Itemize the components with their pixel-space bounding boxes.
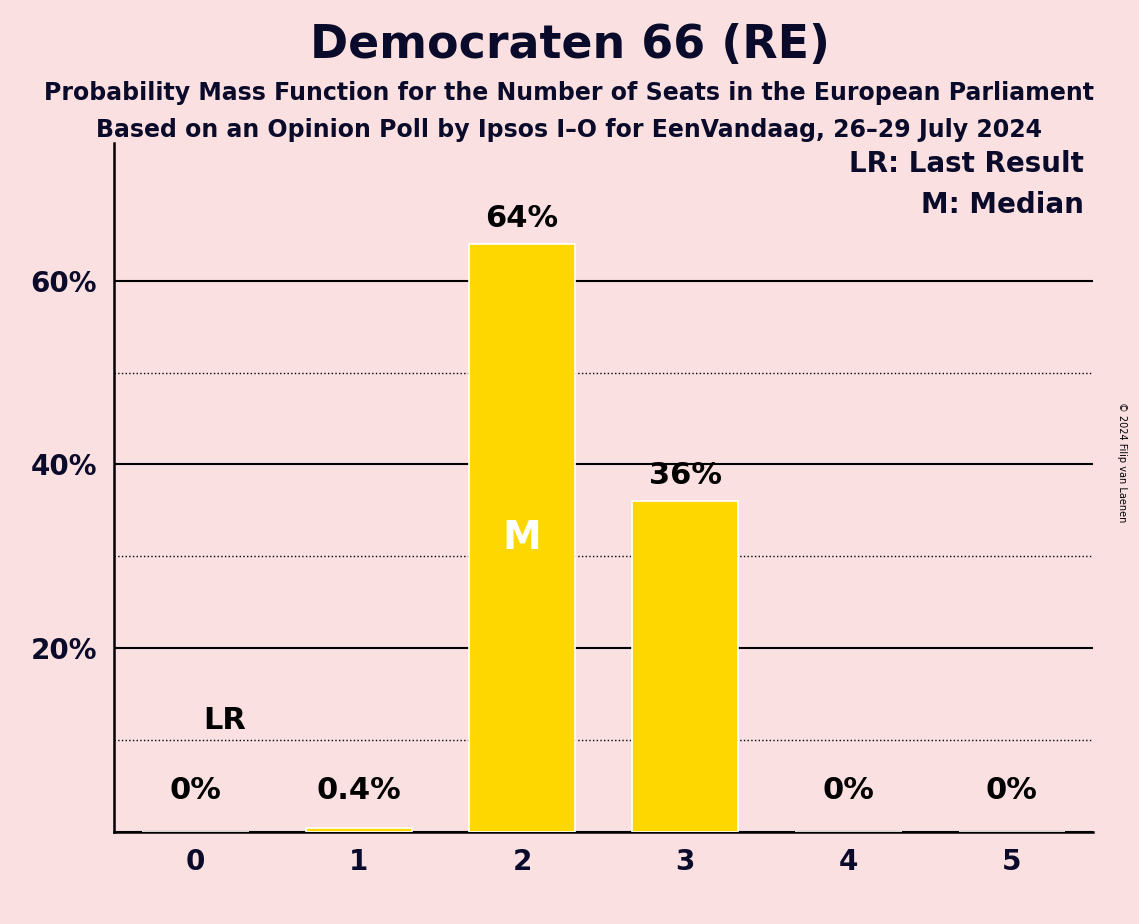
Text: LR: LR [204,706,246,736]
Text: 0%: 0% [822,776,875,805]
Text: Based on an Opinion Poll by Ipsos I–O for EenVandaag, 26–29 July 2024: Based on an Opinion Poll by Ipsos I–O fo… [97,118,1042,142]
Text: LR: Last Result: LR: Last Result [849,150,1083,178]
Text: M: Median: M: Median [920,191,1083,219]
Text: © 2024 Filip van Laenen: © 2024 Filip van Laenen [1117,402,1126,522]
Text: 0.4%: 0.4% [317,776,401,805]
Text: 0%: 0% [986,776,1038,805]
Bar [632,501,738,832]
Bar [305,828,412,832]
Text: M: M [502,519,541,557]
Text: Probability Mass Function for the Number of Seats in the European Parliament: Probability Mass Function for the Number… [44,81,1095,105]
Text: Democraten 66 (RE): Democraten 66 (RE) [310,23,829,68]
Text: 36%: 36% [649,461,722,490]
Text: 0%: 0% [170,776,221,805]
Text: 64%: 64% [485,204,558,233]
Bar [469,244,575,832]
